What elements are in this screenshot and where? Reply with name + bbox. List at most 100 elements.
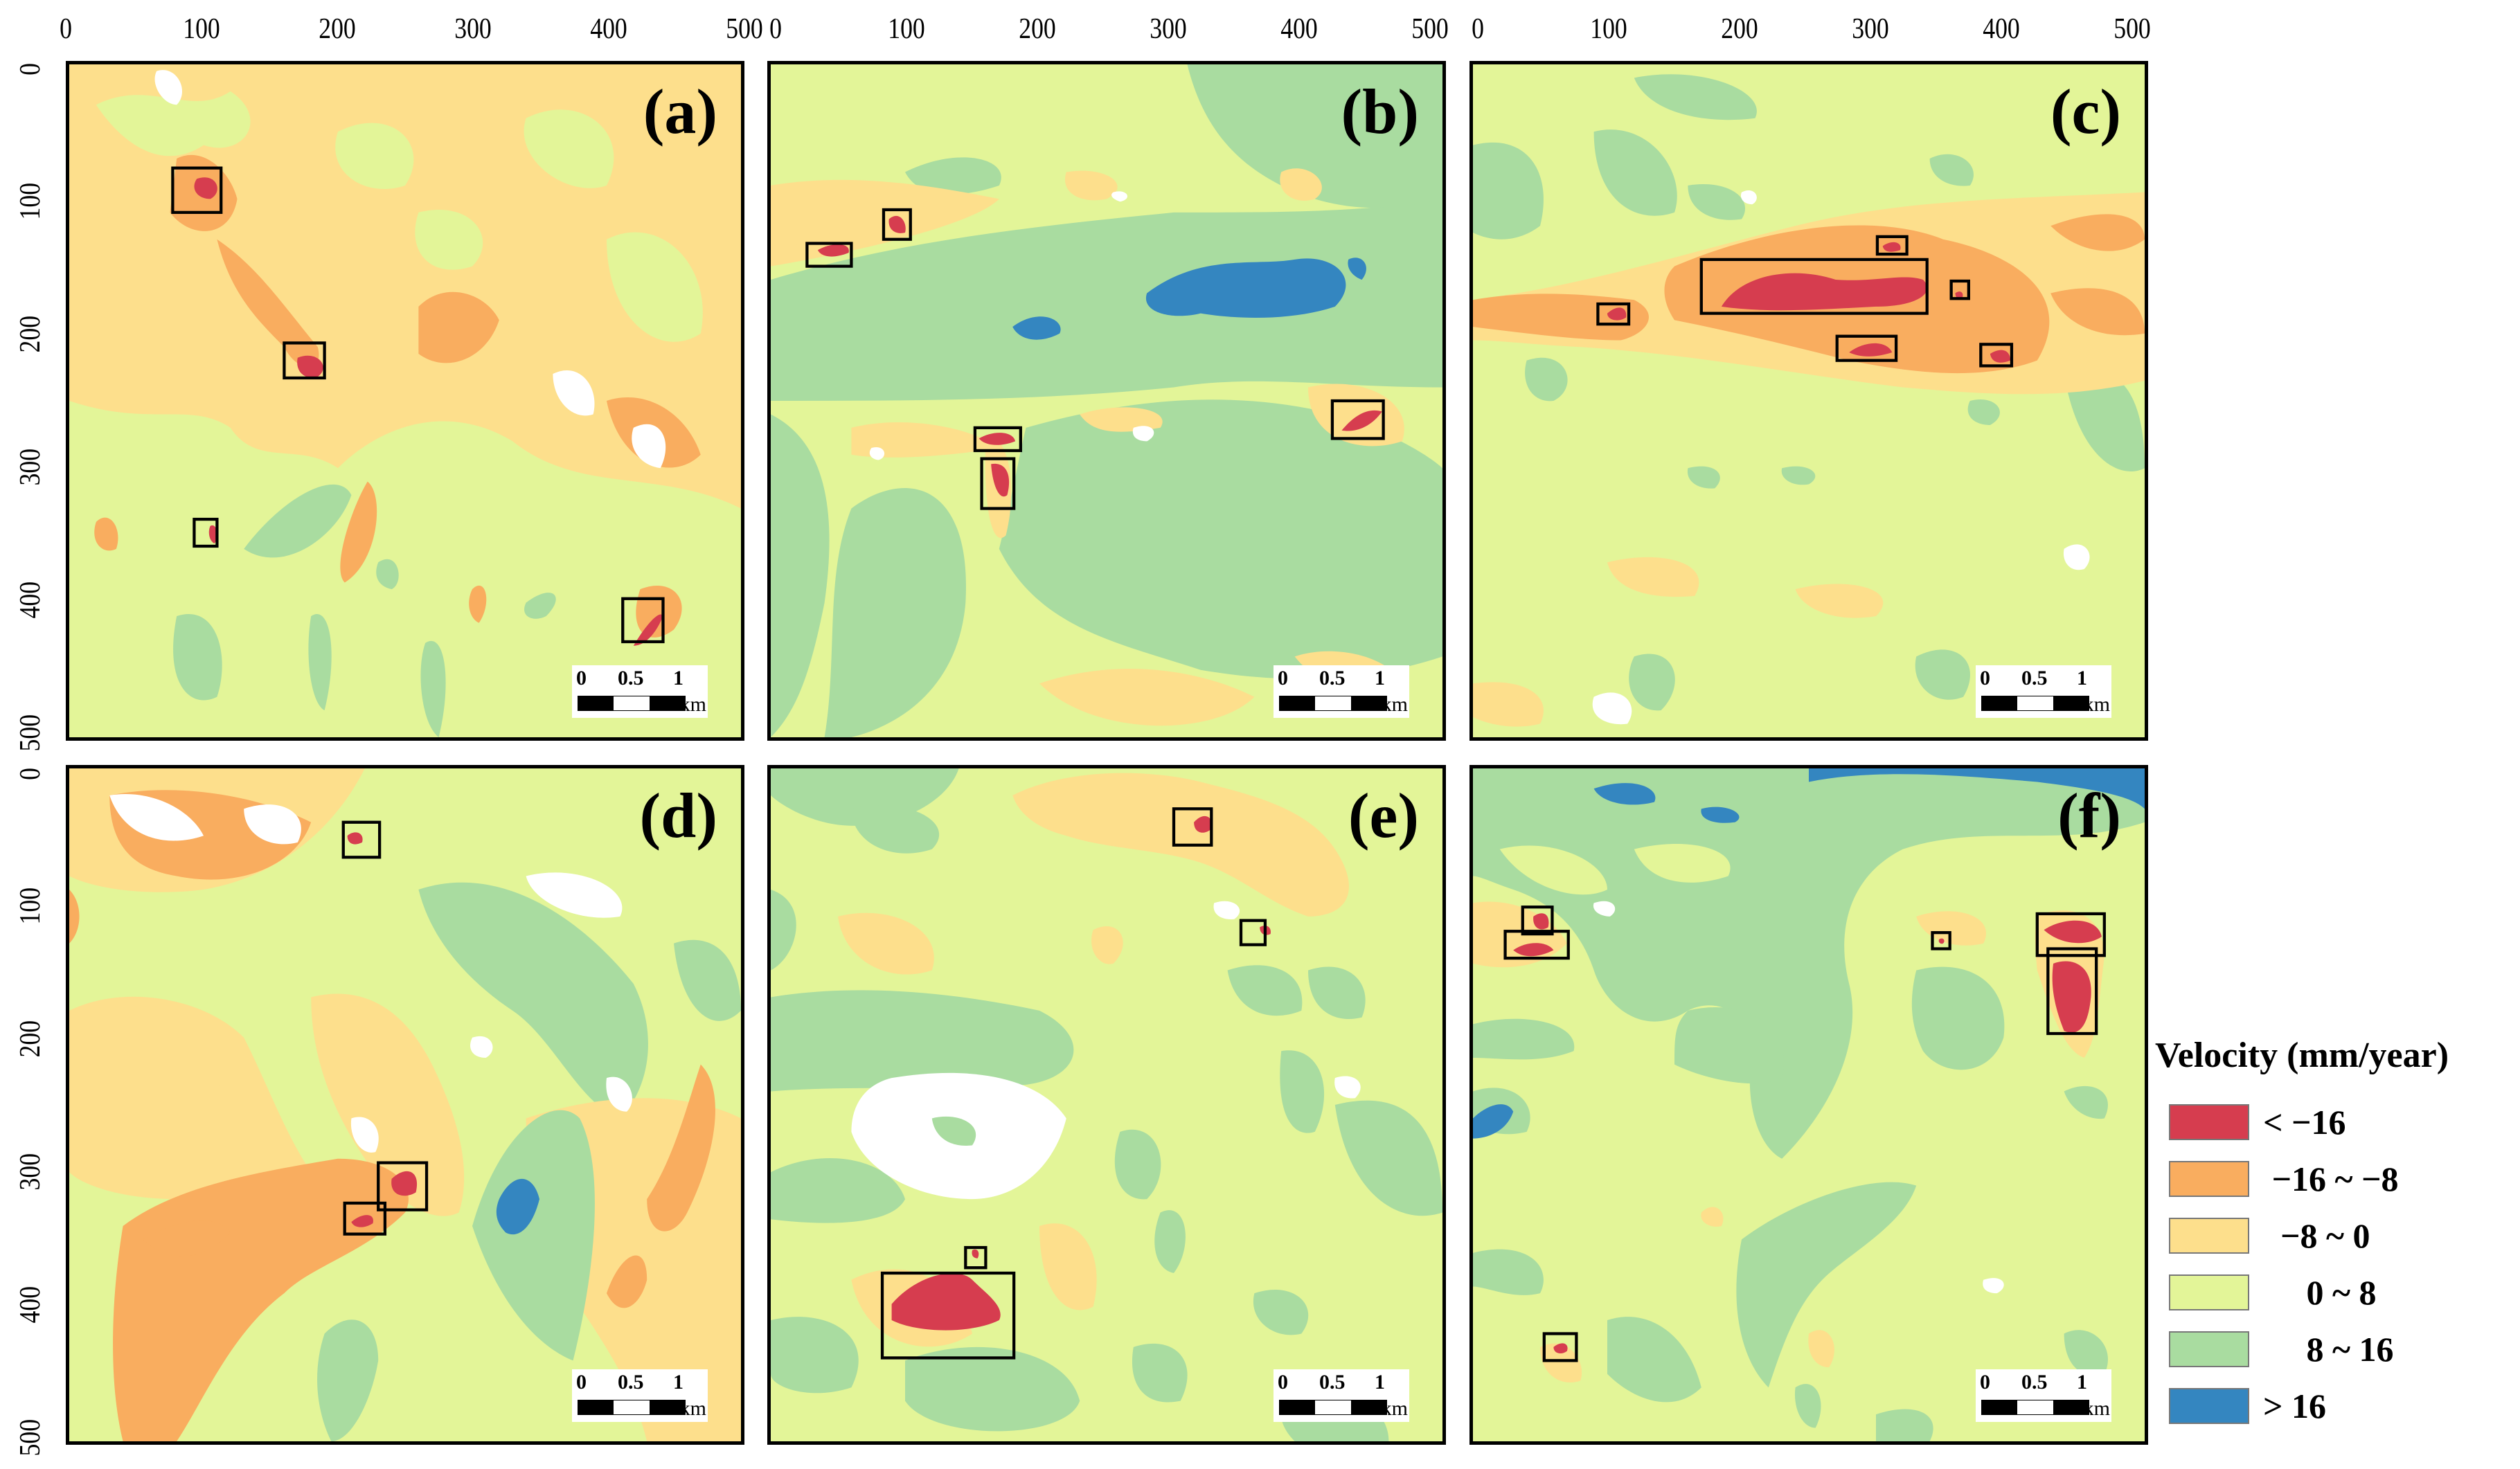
legend-swatch [2169, 1388, 2249, 1424]
legend-label: −16 ~ −8 [2263, 1160, 2399, 1198]
y-axis-ticks-row2: 0 100 200 300 400 500 [10, 768, 51, 1456]
map-panel-c: (c) 0 0.5 1 km [1469, 61, 2148, 741]
x-tick: 200 [1019, 13, 1056, 45]
panel-label: (c) [2050, 76, 2121, 147]
scale-tick: 0 [576, 1371, 587, 1394]
legend-label: 0 ~ 8 [2263, 1273, 2377, 1312]
legend-item: > 16 [2155, 1378, 2515, 1434]
scale-tick: 0.5 [2021, 1371, 2048, 1394]
velocity-map-f [1473, 768, 2145, 1441]
x-tick: 0 [1472, 13, 1484, 45]
scale-tick: 1 [1375, 667, 1385, 690]
scale-unit: km [1381, 1397, 1408, 1420]
map-panel-f: (f) 0 0.5 1 km [1469, 765, 2148, 1445]
legend-swatch [2169, 1331, 2249, 1367]
scale-bar: 0 0.5 1 km [572, 665, 708, 718]
legend-label: −8 ~ 0 [2263, 1216, 2370, 1255]
scale-tick: 1 [673, 1371, 683, 1394]
legend-title: Velocity (mm/year) [2155, 1036, 2449, 1075]
legend-label: < −16 [2263, 1103, 2346, 1142]
scale-unit: km [2083, 1397, 2110, 1420]
x-tick: 400 [1983, 13, 2020, 45]
scale-unit: km [2083, 693, 2110, 716]
y-tick: 100 [15, 182, 46, 220]
x-tick: 0 [60, 13, 72, 45]
y-tick: 200 [15, 315, 46, 353]
scale-bar: 0 0.5 1 km [1274, 665, 1409, 718]
scale-bar: 0 0.5 1 km [1976, 665, 2111, 718]
panel-label: (e) [1348, 780, 1419, 851]
scale-tick: 1 [2077, 1371, 2087, 1394]
scale-unit: km [679, 693, 706, 716]
x-tick: 400 [1280, 13, 1318, 45]
scale-tick: 1 [2077, 667, 2087, 690]
velocity-legend: Velocity (mm/year) < −16 −16 ~ −8 −8 ~ 0… [2155, 1035, 2515, 1434]
panel-label: (a) [643, 76, 717, 147]
scale-tick: 0 [1278, 1371, 1288, 1394]
y-axis-ticks-row1: 0 100 200 300 400 500 [10, 63, 51, 751]
x-axis-ticks-col3: 0 100 200 300 400 500 [1472, 12, 2151, 54]
scale-tick: 0.5 [1319, 667, 1346, 690]
x-tick: 300 [1150, 13, 1187, 45]
y-tick: 400 [15, 581, 46, 619]
x-tick: 400 [590, 13, 627, 45]
scale-tick: 0 [1980, 667, 1990, 690]
scale-tick: 0.5 [618, 667, 644, 690]
legend-item: 0 ~ 8 [2155, 1264, 2515, 1321]
x-tick: 0 [769, 13, 782, 45]
x-tick: 100 [1590, 13, 1627, 45]
x-tick: 200 [319, 13, 356, 45]
scale-bar: 0 0.5 1 km [1976, 1369, 2111, 1422]
x-tick: 100 [888, 13, 925, 45]
legend-item: −16 ~ −8 [2155, 1151, 2515, 1207]
scale-bar: 0 0.5 1 km [572, 1369, 708, 1422]
y-tick: 200 [15, 1020, 46, 1058]
legend-label: 8 ~ 16 [2263, 1330, 2394, 1369]
y-tick: 100 [15, 887, 46, 925]
scale-tick: 0 [1278, 667, 1288, 690]
velocity-map-b [771, 64, 1442, 737]
legend-swatch [2169, 1274, 2249, 1310]
x-tick: 100 [183, 13, 220, 45]
map-panel-d: (d) 0 0.5 1 km [66, 765, 744, 1445]
legend-item: −8 ~ 0 [2155, 1207, 2515, 1264]
scale-tick: 0 [576, 667, 587, 690]
scale-unit: km [1381, 693, 1408, 716]
x-tick: 300 [454, 13, 492, 45]
velocity-map-d [69, 768, 741, 1441]
legend-item: < −16 [2155, 1094, 2515, 1151]
scale-unit: km [679, 1397, 706, 1420]
y-tick: 400 [15, 1286, 46, 1324]
scale-tick: 1 [673, 667, 683, 690]
scale-tick: 0 [1980, 1371, 1990, 1394]
y-tick: 500 [15, 1418, 46, 1457]
x-tick: 300 [1852, 13, 1889, 45]
y-tick: 300 [15, 448, 46, 486]
x-tick: 500 [1411, 13, 1449, 45]
y-tick: 500 [15, 714, 46, 752]
velocity-map-c [1473, 64, 2145, 737]
legend-item: 8 ~ 16 [2155, 1321, 2515, 1378]
scale-bar: 0 0.5 1 km [1274, 1369, 1409, 1422]
velocity-map-e [771, 768, 1442, 1441]
panel-label: (b) [1341, 76, 1419, 147]
x-axis-ticks-col1: 0 100 200 300 400 500 [60, 12, 763, 54]
y-tick: 0 [15, 768, 46, 780]
scale-tick: 0.5 [618, 1371, 644, 1394]
map-panel-a: (a) 0 0.5 1 km [66, 61, 744, 741]
y-tick: 0 [15, 63, 46, 75]
legend-swatch [2169, 1218, 2249, 1254]
legend-label: > 16 [2263, 1387, 2326, 1425]
scale-tick: 0.5 [1319, 1371, 1346, 1394]
map-panel-b: (b) 0 0.5 1 km [767, 61, 1446, 741]
panel-label: (f) [2057, 780, 2121, 851]
x-tick: 500 [2114, 13, 2151, 45]
x-tick: 200 [1721, 13, 1758, 45]
x-tick: 500 [726, 13, 763, 45]
legend-swatch [2169, 1161, 2249, 1197]
panel-label: (d) [639, 780, 717, 851]
velocity-map-a [69, 64, 741, 737]
scale-tick: 1 [1375, 1371, 1385, 1394]
legend-swatch [2169, 1104, 2249, 1140]
scale-tick: 0.5 [2021, 667, 2048, 690]
